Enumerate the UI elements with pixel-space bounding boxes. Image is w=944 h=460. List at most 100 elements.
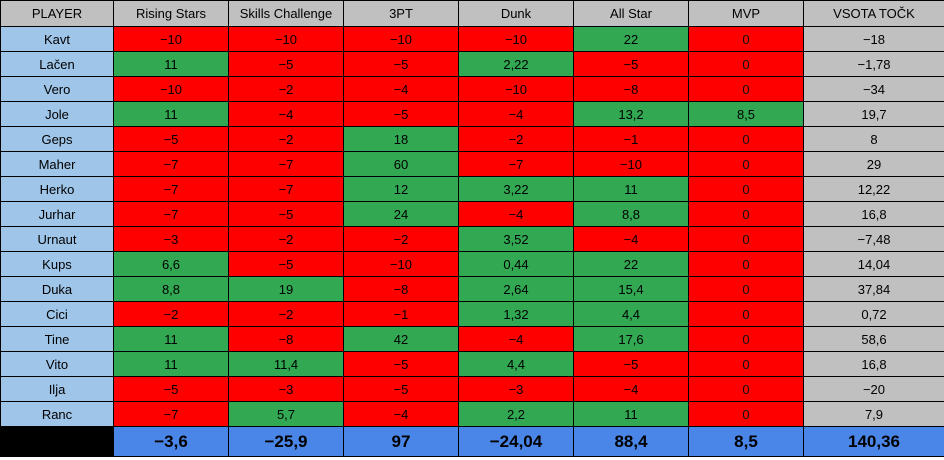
score-cell-rising-stars: −7: [113, 401, 229, 427]
score-cell-3pt: 24: [343, 201, 459, 227]
score-cell-mvp: 0: [688, 51, 804, 77]
score-cell-dunk: −3: [458, 376, 574, 402]
score-cell-all-star: −4: [573, 226, 689, 252]
player-name: Vero: [0, 76, 114, 102]
total-mvp: 8,5: [688, 426, 804, 457]
score-cell-skills-challenge: −4: [228, 101, 344, 127]
header-skills-challenge: Skills Challenge: [228, 0, 344, 27]
row-total: 37,84: [803, 276, 944, 302]
row-total: 8: [803, 126, 944, 152]
score-cell-all-star: 22: [573, 26, 689, 52]
score-cell-skills-challenge: −7: [228, 176, 344, 202]
table-row: Ilja −5 −3 −5 −3 −4 0 −20: [0, 376, 944, 402]
score-cell-skills-challenge: −2: [228, 76, 344, 102]
score-cell-all-star: 17,6: [573, 326, 689, 352]
row-total: −18: [803, 26, 944, 52]
table-row: Vero −10 −2 −4 −10 −8 0 −34: [0, 76, 944, 102]
score-cell-mvp: 0: [688, 176, 804, 202]
header-total: VSOTA TOČK: [803, 0, 944, 27]
table-row: Jole 11 −4 −5 −4 13,2 8,5 19,7: [0, 101, 944, 127]
score-cell-rising-stars: −7: [113, 151, 229, 177]
row-total: 14,04: [803, 251, 944, 277]
row-total: 58,6: [803, 326, 944, 352]
header-rising-stars: Rising Stars: [113, 0, 229, 27]
score-cell-3pt: −4: [343, 401, 459, 427]
score-cell-rising-stars: 11: [113, 326, 229, 352]
score-cell-all-star: −1: [573, 126, 689, 152]
score-cell-3pt: −5: [343, 101, 459, 127]
table-row: Kavt −10 −10 −10 −10 22 0 −18: [0, 26, 944, 52]
score-cell-dunk: 0,44: [458, 251, 574, 277]
table-row: Tine 11 −8 42 −4 17,6 0 58,6: [0, 326, 944, 352]
score-cell-all-star: 11: [573, 176, 689, 202]
player-name: Urnaut: [0, 226, 114, 252]
score-cell-mvp: 0: [688, 276, 804, 302]
row-total: 19,7: [803, 101, 944, 127]
score-cell-rising-stars: 8,8: [113, 276, 229, 302]
player-name: Cici: [0, 301, 114, 327]
score-cell-skills-challenge: 5,7: [228, 401, 344, 427]
row-total: 16,8: [803, 201, 944, 227]
total-skills-challenge: −25,9: [228, 426, 344, 457]
total-grand: 140,36: [803, 426, 944, 457]
table-row: Vito 11 11,4 −5 4,4 −5 0 16,8: [0, 351, 944, 377]
score-cell-3pt: −8: [343, 276, 459, 302]
header-3pt: 3PT: [343, 0, 459, 27]
score-cell-all-star: −5: [573, 51, 689, 77]
score-cell-mvp: 0: [688, 76, 804, 102]
header-mvp: MVP: [688, 0, 804, 27]
score-cell-dunk: −2: [458, 126, 574, 152]
score-cell-rising-stars: 11: [113, 51, 229, 77]
score-cell-dunk: 2,64: [458, 276, 574, 302]
score-cell-all-star: 11: [573, 401, 689, 427]
score-cell-all-star: −8: [573, 76, 689, 102]
score-cell-rising-stars: 11: [113, 101, 229, 127]
score-cell-mvp: 0: [688, 226, 804, 252]
score-cell-3pt: −2: [343, 226, 459, 252]
player-name: Vito: [0, 351, 114, 377]
row-total: 12,22: [803, 176, 944, 202]
row-total: 29: [803, 151, 944, 177]
player-name: Lačen: [0, 51, 114, 77]
player-name: Maher: [0, 151, 114, 177]
score-cell-dunk: 2,2: [458, 401, 574, 427]
score-cell-3pt: −5: [343, 351, 459, 377]
player-name: Kups: [0, 251, 114, 277]
score-cell-rising-stars: 6,6: [113, 251, 229, 277]
score-cell-3pt: −5: [343, 376, 459, 402]
row-total: 0,72: [803, 301, 944, 327]
score-cell-skills-challenge: −7: [228, 151, 344, 177]
score-cell-all-star: 22: [573, 251, 689, 277]
score-cell-mvp: 0: [688, 401, 804, 427]
header-all-star: All Star: [573, 0, 689, 27]
score-cell-3pt: 12: [343, 176, 459, 202]
row-total: 7,9: [803, 401, 944, 427]
score-cell-all-star: 4,4: [573, 301, 689, 327]
table-row: Kups 6,6 −5 −10 0,44 22 0 14,04: [0, 251, 944, 277]
score-cell-3pt: −4: [343, 76, 459, 102]
score-cell-mvp: 0: [688, 351, 804, 377]
totals-blank-cell: [0, 426, 114, 457]
table-row: Lačen 11 −5 −5 2,22 −5 0 −1,78: [0, 51, 944, 77]
score-cell-3pt: −5: [343, 51, 459, 77]
score-cell-all-star: −4: [573, 376, 689, 402]
score-cell-dunk: 4,4: [458, 351, 574, 377]
score-cell-dunk: 2,22: [458, 51, 574, 77]
header-player: PLAYER: [0, 0, 114, 27]
player-name: Ilja: [0, 376, 114, 402]
score-cell-dunk: −7: [458, 151, 574, 177]
score-cell-mvp: 0: [688, 376, 804, 402]
row-total: 16,8: [803, 351, 944, 377]
score-cell-dunk: −4: [458, 326, 574, 352]
score-cell-skills-challenge: −3: [228, 376, 344, 402]
player-name: Jole: [0, 101, 114, 127]
header-row: PLAYER Rising Stars Skills Challenge 3PT…: [0, 0, 944, 27]
player-name: Duka: [0, 276, 114, 302]
table-row: Duka 8,8 19 −8 2,64 15,4 0 37,84: [0, 276, 944, 302]
score-cell-mvp: 8,5: [688, 101, 804, 127]
table-body: Kavt −10 −10 −10 −10 22 0 −18 Lačen 11 −5 −5 2,22 −5 0…: [0, 26, 944, 427]
score-cell-all-star: 15,4: [573, 276, 689, 302]
score-cell-rising-stars: −3: [113, 226, 229, 252]
score-cell-mvp: 0: [688, 151, 804, 177]
score-cell-all-star: 8,8: [573, 201, 689, 227]
